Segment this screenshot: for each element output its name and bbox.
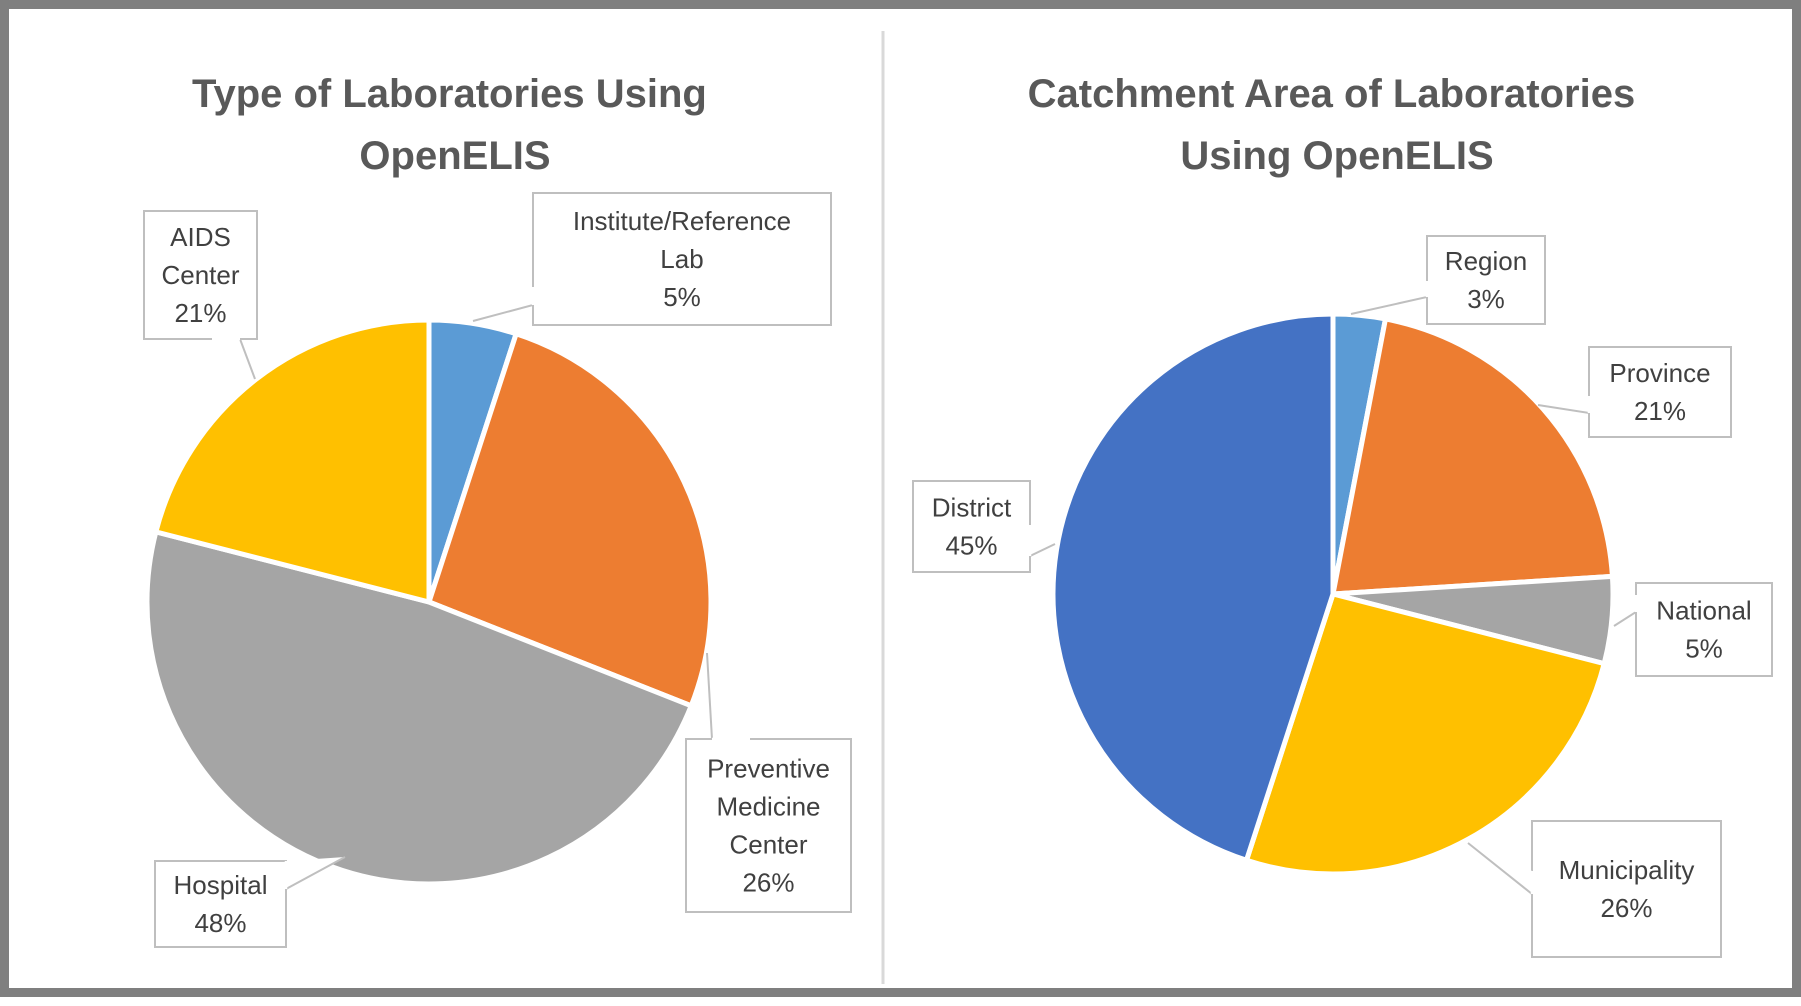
callout-pointer xyxy=(1613,595,1637,627)
chart-lab-types: Type of Laboratories Using OpenELIS Inst… xyxy=(143,72,852,948)
pie-slice-province xyxy=(1330,316,1615,597)
slice-name-label: Province xyxy=(1609,358,1710,388)
callout-box xyxy=(143,210,258,340)
callout-pointer xyxy=(212,338,256,380)
chart-2-callouts: Region 3% Province 21% National 5% Municipalit… xyxy=(912,235,1773,958)
callout-box xyxy=(912,480,1031,573)
slice-percent-label: 45% xyxy=(945,531,997,561)
pie-slice-municipality xyxy=(1243,591,1607,877)
callout-institute-reference-lab: Institute/Reference Lab 5% xyxy=(472,192,832,326)
slice-name-label: Region xyxy=(1445,246,1527,276)
slice-name-label: National xyxy=(1656,596,1751,626)
slice-name-label: AIDS xyxy=(170,222,231,252)
callout-pointer xyxy=(706,652,750,740)
callout-box xyxy=(1635,582,1773,677)
callout-box xyxy=(532,192,832,326)
callout-pointer xyxy=(285,856,346,891)
callout-box xyxy=(685,738,852,913)
slice-percent-label: 48% xyxy=(194,908,246,938)
slice-percent-label: 3% xyxy=(1467,284,1505,314)
slice-name-label: Center xyxy=(729,830,807,860)
callout-national: National 5% xyxy=(1613,582,1773,677)
callout-box xyxy=(1588,346,1732,438)
pie-slice-district xyxy=(1050,311,1336,863)
chart-2-title: Catchment Area of Laboratories Using Ope… xyxy=(1028,72,1647,178)
chart-1-callouts: Institute/Reference Lab 5% Preventive Medici… xyxy=(143,192,852,948)
slice-name-label: Preventive xyxy=(707,754,830,784)
callout-municipality: Municipality 26% xyxy=(1467,820,1722,958)
slice-percent-label: 26% xyxy=(1600,893,1652,923)
callout-pointer xyxy=(1467,842,1533,897)
slice-name-label: Hospital xyxy=(174,870,268,900)
charts-canvas: Type of Laboratories Using OpenELIS Inst… xyxy=(143,31,1773,984)
slice-name-label: Municipality xyxy=(1559,855,1695,885)
callout-district: District 45% xyxy=(912,480,1056,573)
pie-slice-hospital xyxy=(144,529,694,887)
pie-slice-aids-center xyxy=(153,317,432,605)
callout-aids-center: AIDS Center 21% xyxy=(143,210,258,380)
slice-name-label: Lab xyxy=(660,244,703,274)
callout-region: Region 3% xyxy=(1350,235,1546,325)
slice-percent-label: 5% xyxy=(663,282,701,312)
slice-percent-label: 5% xyxy=(1685,634,1723,664)
callout-pointer xyxy=(1350,281,1428,315)
chart-1-title: Type of Laboratories Using OpenELIS xyxy=(192,72,718,178)
callout-pointer xyxy=(472,287,534,322)
callout-box xyxy=(154,860,287,948)
callout-hospital: Hospital 48% xyxy=(154,856,346,948)
slice-percent-label: 21% xyxy=(1634,396,1686,426)
slice-percent-label: 21% xyxy=(174,298,226,328)
chart-2-pie xyxy=(1050,311,1616,877)
chart-1-pie xyxy=(144,317,714,887)
callout-pointer xyxy=(1029,525,1056,558)
slice-name-label: Center xyxy=(161,260,239,290)
pie-slice-preventive-medicine-center xyxy=(426,331,714,709)
slice-name-label: Institute/Reference xyxy=(573,206,791,236)
callout-province: Province 21% xyxy=(1537,346,1732,438)
callout-box xyxy=(1426,235,1546,325)
callout-preventive-medicine-center: Preventive Medicine Center 26% xyxy=(685,652,852,913)
slice-name-label: District xyxy=(932,493,1012,523)
callout-box xyxy=(1531,820,1722,958)
slice-name-label: Medicine xyxy=(716,792,820,822)
chart-catchment-area: Catchment Area of Laboratories Using Ope… xyxy=(912,72,1773,958)
slice-percent-label: 26% xyxy=(742,868,794,898)
